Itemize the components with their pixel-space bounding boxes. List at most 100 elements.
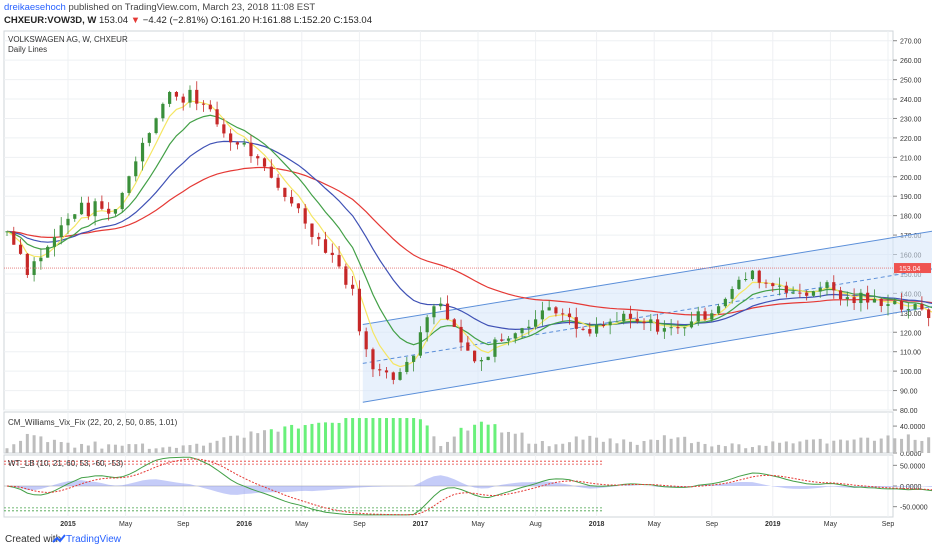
x-tick-label: Sep xyxy=(353,521,366,528)
chart-canvas[interactable]: 2015 May Sep 2016 May Sep 2017 May Aug 2018 May Sep… xyxy=(0,0,932,530)
vix-bar xyxy=(12,444,16,453)
x-tick-label: May xyxy=(295,521,309,528)
candle-body xyxy=(107,208,111,214)
vix-bar xyxy=(80,443,84,453)
vix-bar xyxy=(161,447,165,453)
candle-body xyxy=(412,355,416,362)
candle-body xyxy=(66,218,70,226)
candle-body xyxy=(662,328,666,332)
candle-body xyxy=(120,192,124,210)
vix-bar xyxy=(527,443,531,453)
candle-body xyxy=(567,313,572,318)
vix-bar xyxy=(839,439,843,453)
vix-bar xyxy=(554,444,558,453)
symbol-info: CHXEUR:VOW3D, W 153.04 ▼ −4.42 (−2.81%) … xyxy=(4,15,372,26)
tradingview-brand[interactable]: TradingView xyxy=(66,534,122,545)
vix-bar xyxy=(750,447,754,453)
vix-bar xyxy=(398,418,402,453)
candle-body xyxy=(12,231,16,245)
vix-bar xyxy=(269,429,273,453)
candle-body xyxy=(18,244,23,254)
vix-bar xyxy=(662,435,666,453)
vix-bar xyxy=(669,438,673,453)
candle-body xyxy=(201,103,206,105)
candle-body xyxy=(351,284,355,289)
candle-body xyxy=(5,231,9,233)
candle-body xyxy=(486,356,490,361)
vix-bar xyxy=(683,436,687,453)
candle-body xyxy=(771,283,775,287)
y-tick-label: 90.00 xyxy=(900,389,918,396)
vix-bar xyxy=(696,441,700,453)
y-tick-label: 130.00 xyxy=(900,311,922,318)
down-arrow-icon: ▼ xyxy=(130,15,141,26)
candle-body xyxy=(838,290,843,300)
vix-bar xyxy=(757,445,761,453)
publish-date: published on TradingView.com, March 23, … xyxy=(68,2,316,13)
vix-bar xyxy=(473,424,477,453)
channel-mid-line xyxy=(362,268,932,364)
candle-body xyxy=(574,317,578,329)
created-with-label: Created with xyxy=(5,534,62,545)
vix-bar xyxy=(391,418,395,453)
vix-bar xyxy=(872,440,876,453)
price-change: −4.42 (−2.81%) xyxy=(142,15,209,26)
candle-body xyxy=(716,306,721,314)
candle-body xyxy=(317,236,321,240)
candle-body xyxy=(845,297,849,300)
wt2-line xyxy=(6,458,932,516)
vix-bar xyxy=(296,428,300,453)
candle-body xyxy=(710,313,714,320)
vix-bar xyxy=(317,422,321,453)
last-price: 153.04 xyxy=(99,15,129,26)
candle-body xyxy=(323,239,328,253)
vix-bar xyxy=(249,431,253,453)
candle-body xyxy=(764,282,768,284)
vix-bar xyxy=(357,418,361,453)
candle-body xyxy=(195,89,199,104)
candle-body xyxy=(364,331,368,350)
candle-body xyxy=(534,319,538,327)
vix-bar xyxy=(520,432,524,453)
vix-bar xyxy=(208,442,212,453)
candle-body xyxy=(242,142,246,145)
vix-bar xyxy=(283,426,287,453)
vix-tick-label: 0.0000 xyxy=(900,451,922,458)
vix-bar xyxy=(235,435,239,453)
vix-bar xyxy=(737,444,741,453)
vix-bar xyxy=(127,444,131,453)
vix-bar xyxy=(290,424,294,453)
vix-bar xyxy=(168,446,172,453)
y-tick-label: 250.00 xyxy=(900,78,922,85)
candle-body xyxy=(371,349,375,370)
vix-bar xyxy=(601,441,605,453)
vix-bar xyxy=(263,430,267,453)
tradingview-logo-icon xyxy=(52,534,66,543)
candle-body xyxy=(784,285,788,293)
candle-body xyxy=(25,253,29,275)
candle-body xyxy=(852,297,856,304)
candle-body xyxy=(418,332,422,356)
candle-body xyxy=(100,201,104,209)
candle-body xyxy=(79,202,84,215)
candle-body xyxy=(425,317,429,333)
candle-body xyxy=(696,311,700,322)
candle-body xyxy=(249,142,253,157)
vix-bar xyxy=(506,431,510,453)
x-tick-label: 2018 xyxy=(589,521,605,528)
author-link[interactable]: dreikaesehoch xyxy=(4,2,66,13)
ohlc-values: O:161.20 H:161.88 L:152.20 C:153.04 xyxy=(210,15,373,26)
candle-body xyxy=(466,342,470,351)
vix-bar xyxy=(113,444,117,453)
candle-body xyxy=(188,89,192,103)
vix-bar xyxy=(19,440,23,453)
candle-body xyxy=(215,109,219,125)
candle-body xyxy=(140,142,145,162)
candle-body xyxy=(642,321,646,324)
y-tick-label: 80.00 xyxy=(900,408,918,415)
vix-bar xyxy=(784,441,788,453)
vix-bar xyxy=(188,445,192,453)
wt-tick-label: -50.0000 xyxy=(900,505,928,512)
vix-bar xyxy=(825,443,829,453)
candle-body xyxy=(506,338,511,341)
